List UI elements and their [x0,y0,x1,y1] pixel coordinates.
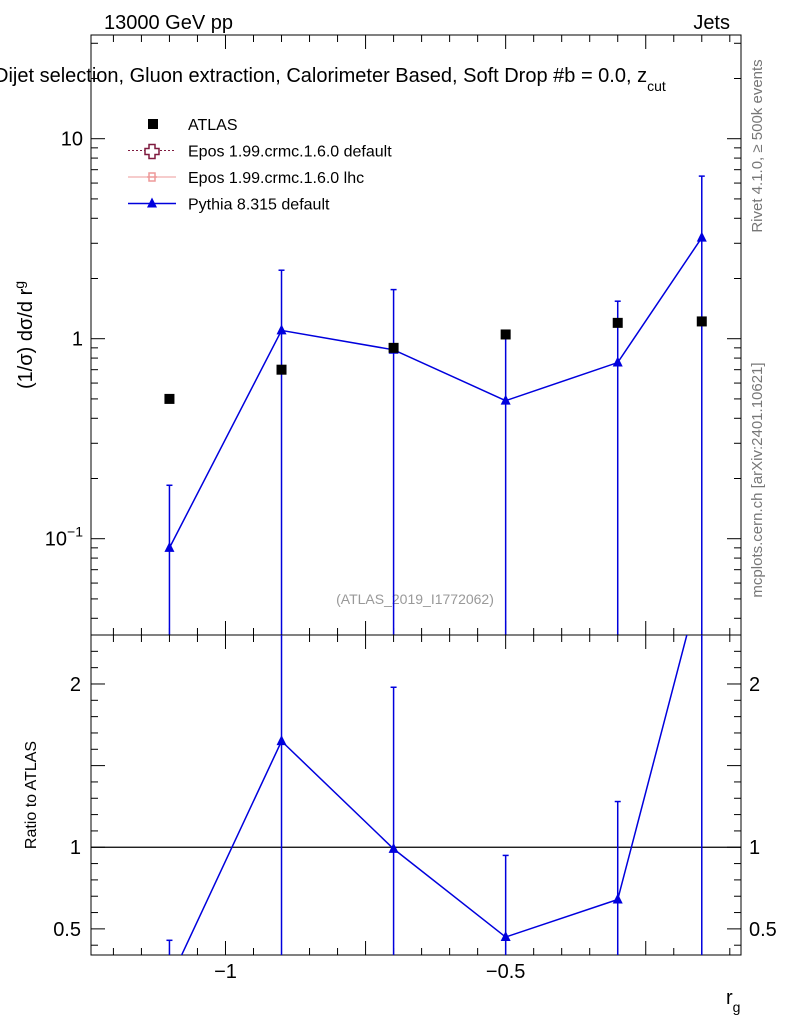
ratio-pythia-line [180,635,688,955]
ratio-pythia-point [388,842,399,853]
main-ytick-label-base: 1 [72,329,83,351]
ratio-xlabel: rg [726,987,740,1015]
ratio-xlabel-sub: g [733,999,741,1015]
ratio-pythia-point [500,931,511,942]
ratio-xtick-label: −0.5 [486,961,525,983]
ratio-ytick-label-left: 1 [70,837,81,859]
mcplots-source-label: mcplots.cern.ch [arXiv:2401.10621] [749,362,766,597]
main-ytick-label: 10−1 [45,524,83,551]
ratio-panel: 2 2 1 1 0.5 0.5 −1 −0.5 Ratio to ATLAS rg [23,634,777,1015]
legend-atlas-marker [148,119,158,129]
plot-title: Dijet selection, Gluon extraction, Calor… [0,65,666,94]
main-ylabel-sub: g [11,281,27,289]
pythia-point [500,394,511,405]
ratio-ytick-label-left: 2 [70,674,81,696]
ratio-ytick-label-left: 0.5 [53,919,81,941]
ratio-ytick-label-right: 2 [749,674,760,696]
legend-label: ATLAS [188,117,238,134]
ratio-frame [90,634,742,956]
rivet-version-label: Rivet 4.1.0, ≥ 500k events [749,59,766,232]
legend-epos-lhc-marker [147,172,157,182]
legend: ATLAS Epos 1.99.crmc.1.6.0 default Epos 1.… [128,117,392,214]
ratio-series [164,635,703,985]
legend-pythia-marker [147,197,157,208]
ratio-pythia-point [276,735,287,746]
main-series [164,175,707,635]
atlas-point [164,393,175,404]
analysis-watermark: (ATLAS_2019_I1772062) [336,591,494,607]
main-ytick-label-sup: −1 [67,524,83,540]
main-ytick-label: 10 [61,129,83,151]
ratio-xtick-label: −1 [214,961,237,983]
ratio-xlabel-main: r [726,987,733,1009]
plot-title-main: Dijet selection, Gluon extraction, Calor… [0,65,647,87]
ratio-ylabel: Ratio to ATLAS [23,741,40,849]
atlas-point [276,364,287,375]
atlas-point [696,316,707,327]
energy-label: 13000 GeV pp [104,12,233,34]
category-label: Jets [693,12,730,34]
legend-label: Epos 1.99.crmc.1.6.0 default [188,144,392,161]
ratio-ytick-label-right: 1 [749,837,760,859]
pythia-line [168,237,703,549]
legend-label: Epos 1.99.crmc.1.6.0 lhc [188,170,364,187]
main-ytick-label-base: 10 [61,129,83,151]
ratio-pythia-point [164,975,174,985]
atlas-point [612,317,623,328]
pythia-point [276,324,287,335]
atlas-point [388,342,399,353]
atlas-point [500,329,511,340]
legend-label: Pythia 8.315 default [188,197,330,214]
pythia-point [696,231,707,242]
main-ylabel: (1/σ) dσ/d rg [11,281,37,389]
ratio-series-group [164,635,703,985]
ratio-pythia-point [612,893,623,904]
ratio-ytick-label-right: 0.5 [749,919,777,941]
ratio-axis-ticks: 2 2 1 1 0.5 0.5 −1 −0.5 [53,635,777,983]
pythia-point [164,541,175,552]
main-ylabel-main: (1/σ) dσ/d r [15,288,37,389]
main-ytick-label: 1 [72,329,83,351]
plot-title-sub: cut [647,78,666,94]
main-ytick-label-base: 10 [45,529,67,551]
legend-epos-default-marker [144,143,160,160]
pythia-point [612,356,623,367]
